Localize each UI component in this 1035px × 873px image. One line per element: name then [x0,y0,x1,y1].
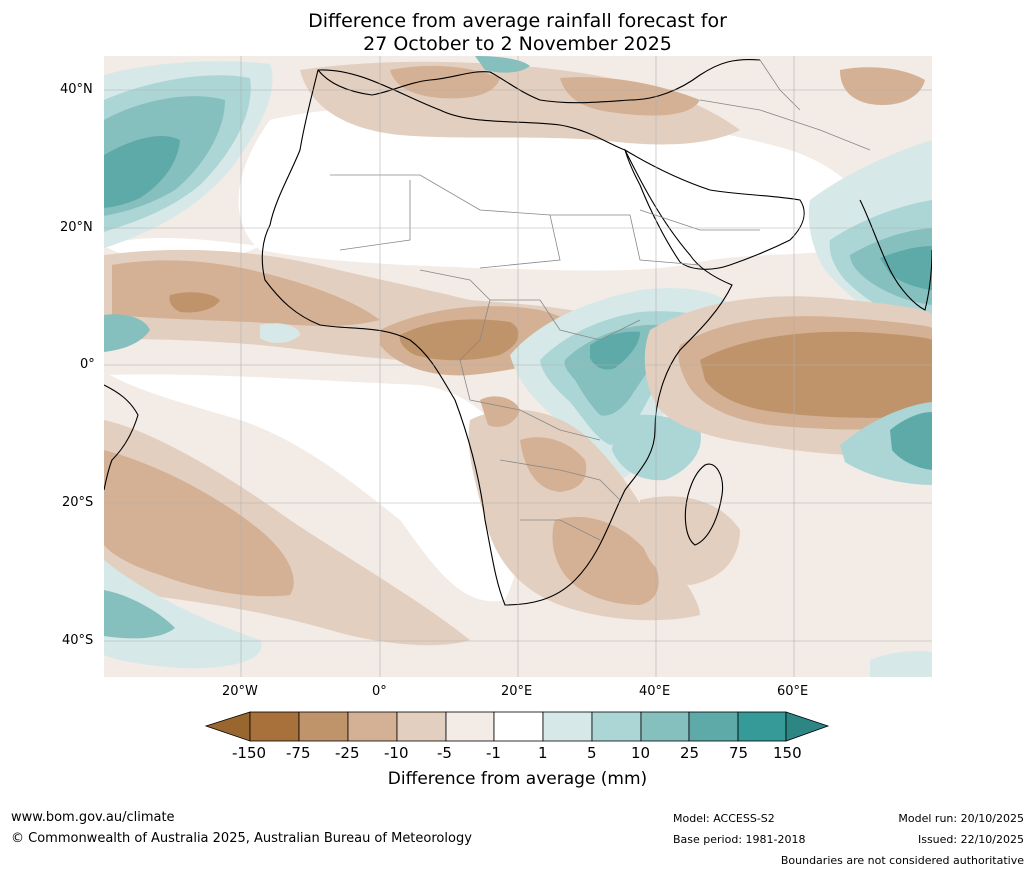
website-link[interactable]: www.bom.gov.au/climate [11,810,175,825]
graticule [104,56,932,677]
mozambique-wet [612,414,701,481]
colorbar-tick-label: -1 [486,744,501,762]
adriatic-wet [475,56,530,73]
colorbar-swatch [298,711,349,742]
southern-africa-dry-3 [552,516,659,605]
base-period: Base period: 1981-2018 [673,833,806,846]
arabian-sea-wet-4 [880,246,932,290]
colorbar-tick-label: 5 [587,744,597,762]
colorbar-low-arrow [204,711,251,742]
colorbar-tick-label: 1 [538,744,548,762]
issued-date: Issued: 22/10/2025 [917,833,1024,846]
equatorial-atlantic-wet-2 [260,323,300,343]
colorbar-swatch [688,711,739,742]
map-title-line2: 27 October to 2 November 2025 [363,33,672,55]
lat-label: 20°S [62,495,94,510]
colorbar-high-arrow [785,711,830,742]
colorbar-tick-label: -5 [437,744,452,762]
central-africa-average-region [110,374,525,602]
lon-label: 20°E [501,684,533,699]
copyright-text: © Commonwealth of Australia 2025, Austra… [11,831,472,846]
colorbar-swatch [249,711,300,742]
south-atlantic-dry-1 [104,420,470,646]
india-coastline [859,199,932,311]
colorbar-tick-label: 25 [680,744,700,762]
east-africa-wet-4 [590,331,640,370]
lon-label: 20°W [222,684,258,699]
map-title: Difference from average rainfall forecas… [0,10,1035,56]
equatorial-atlantic-wet [104,314,150,352]
madagascar-coastline [684,463,724,546]
colorbar-swatch [396,711,447,742]
south-indian-wet-2 [890,412,932,470]
colorbar-swatch [542,711,593,742]
colorbar-swatch [493,711,544,742]
map-title-line1: Difference from average rainfall forecas… [308,10,727,32]
arabian-peninsula-coastline [624,148,805,270]
north-atlantic-wet-4 [104,135,180,208]
mediterranean-dry-4 [840,67,925,105]
africa-coastline [261,69,733,606]
colorbar-tick-label: -75 [286,744,311,762]
south-indian-wet-3 [870,650,932,677]
colorbar-tick-label: -25 [335,744,360,762]
lat-label: 40°S [62,633,94,648]
lat-label: 40°N [60,82,93,97]
coastlines [104,59,932,606]
west-africa-dry-3 [169,292,220,313]
south-atlantic-dry-2 [104,450,294,597]
south-atlantic-wet-2 [104,590,175,639]
colorbar-swatch [445,711,495,742]
lat-label: 20°N [60,220,93,235]
madagascar-area-dry [640,496,740,585]
colorbar-tick-label: 75 [729,744,749,762]
colorbar-tick-label: -150 [232,744,267,762]
lon-label: 0° [372,684,387,699]
country-borders [330,59,871,541]
mediterranean-dry-3 [560,77,700,116]
central-africa-dry-2 [399,319,519,361]
colorbar-tick-label: 150 [773,744,802,762]
boundaries-disclaimer: Boundaries are not considered authoritat… [780,854,1024,867]
colorbar-swatch [347,711,398,742]
southern-africa-dry-2 [520,437,587,492]
indian-ocean-dry-3 [700,331,932,418]
colorbar-swatch [737,711,787,742]
lat-label: 0° [80,357,95,372]
colorbar [204,711,830,742]
colorbar-swatch [640,711,690,742]
colorbar-swatch [591,711,642,742]
colorbar-tick-label: 10 [631,744,651,762]
colorbar-tick-label: -10 [384,744,409,762]
europe-coastline [317,59,761,104]
model-name: Model: ACCESS-S2 [673,812,775,825]
lon-label: 40°E [639,684,671,699]
colorbar-title: Difference from average (mm) [387,769,648,789]
model-run-date: Model run: 20/10/2025 [898,812,1024,825]
lon-label: 60°E [777,684,809,699]
south-america-coastline [104,384,139,491]
